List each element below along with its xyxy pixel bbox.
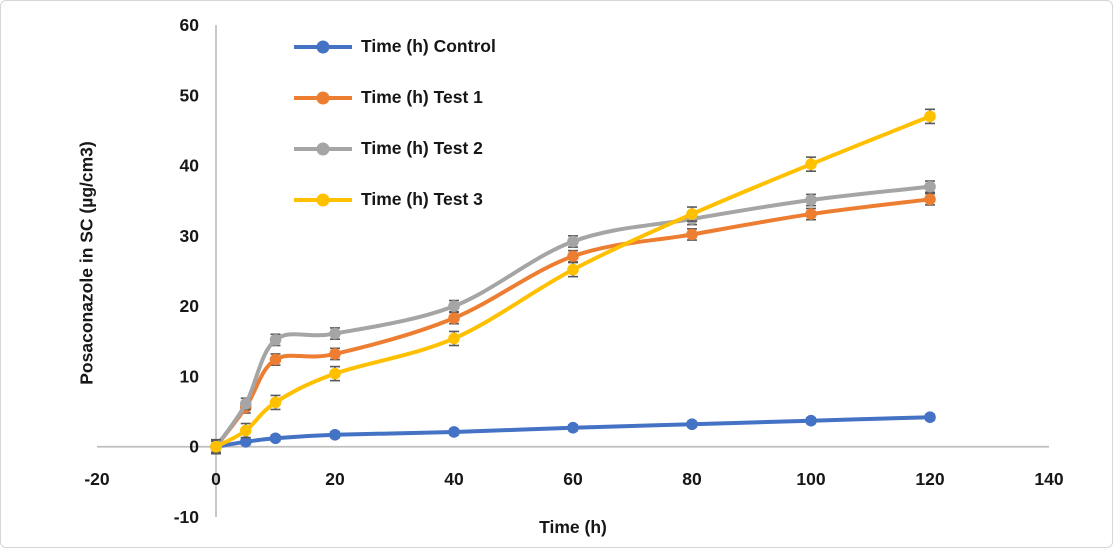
legend-line-marker-icon	[294, 142, 352, 155]
y-tick-label: 40	[180, 156, 200, 176]
legend-item-4: Time (h) Test 3	[294, 174, 496, 225]
data-point-marker	[239, 435, 252, 448]
x-axis-title: Time (h)	[539, 517, 607, 537]
x-tick-label: 0	[211, 469, 221, 489]
data-point-marker	[269, 334, 282, 346]
x-tick-label: -20	[84, 469, 110, 489]
data-point-marker	[567, 235, 579, 248]
legend-label: Time (h) Control	[361, 36, 496, 56]
y-tick-label: 50	[180, 85, 200, 105]
data-point-marker	[210, 440, 222, 453]
legend-item-1: Time (h) Control	[294, 21, 496, 72]
series-line	[214, 415, 932, 449]
x-tick-label: 120	[915, 469, 944, 489]
x-tick-label: 40	[444, 469, 464, 489]
data-point-marker	[805, 208, 817, 220]
data-point-marker	[567, 263, 579, 276]
data-point-marker	[329, 367, 341, 380]
data-point-marker	[924, 193, 936, 206]
chart-legend: Time (h) Control Time (h) Test 1 Time (h) …	[294, 21, 496, 225]
data-point-marker	[448, 300, 460, 312]
x-tick-label: 60	[563, 469, 583, 489]
series-line	[214, 184, 932, 449]
data-point-marker	[805, 158, 817, 170]
legend-line-marker-icon	[294, 91, 352, 104]
x-tick-label: 80	[682, 469, 702, 489]
data-point-marker	[924, 411, 936, 423]
legend-line-marker-icon	[294, 193, 352, 206]
legend-label: Time (h) Test 2	[361, 138, 483, 158]
y-tick-label: 0	[189, 437, 199, 457]
x-tick-label: 20	[325, 469, 345, 489]
legend-label: Time (h) Test 3	[361, 189, 483, 209]
data-point-marker	[448, 426, 460, 438]
series-line	[214, 114, 932, 449]
data-point-marker	[329, 348, 341, 360]
x-tick-label: 140	[1034, 469, 1063, 489]
legend-label: Time (h) Test 1	[361, 87, 483, 107]
data-point-marker	[239, 424, 252, 437]
series-line	[214, 197, 932, 449]
data-point-marker	[269, 432, 282, 445]
data-point-marker	[329, 327, 341, 340]
legend-line-marker-icon	[294, 40, 352, 53]
data-point-marker	[269, 396, 282, 409]
y-tick-label: -10	[174, 507, 200, 527]
data-point-marker	[329, 428, 341, 441]
data-point-marker	[924, 180, 936, 193]
y-tick-label: 60	[180, 15, 200, 35]
data-point-marker	[686, 418, 698, 431]
data-point-marker	[448, 332, 460, 345]
x-tick-label: 100	[796, 469, 825, 489]
y-axis-title: Posaconazole in SC (µg/cm3)	[76, 141, 97, 385]
legend-item-3: Time (h) Test 2	[294, 123, 496, 174]
y-tick-label: 30	[180, 226, 200, 246]
legend-item-2: Time (h) Test 1	[294, 72, 496, 123]
data-point-marker	[686, 228, 698, 241]
data-point-marker	[924, 110, 936, 123]
data-point-marker	[805, 194, 817, 206]
data-point-marker	[567, 250, 579, 263]
data-point-marker	[686, 208, 698, 220]
data-point-marker	[448, 312, 460, 324]
data-point-marker	[805, 414, 817, 427]
data-point-marker	[239, 398, 252, 410]
data-point-marker	[567, 421, 579, 434]
data-point-marker	[269, 353, 282, 366]
y-tick-label: 10	[180, 366, 200, 386]
y-tick-label: 20	[180, 296, 200, 316]
